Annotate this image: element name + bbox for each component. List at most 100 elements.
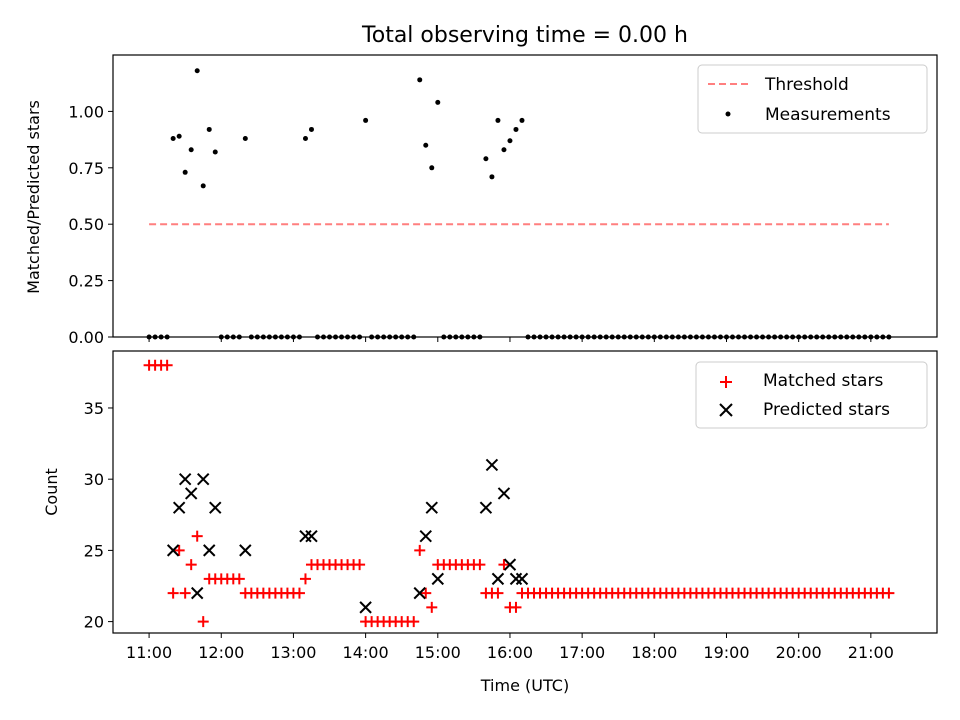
matched-star-point bbox=[161, 359, 173, 371]
bottom-x-tick-label: 14:00 bbox=[343, 643, 389, 662]
measurement-point bbox=[423, 142, 429, 148]
measurement-point bbox=[170, 135, 176, 141]
predicted-star-point bbox=[491, 572, 505, 586]
predicted-legend-label: Predicted stars bbox=[763, 400, 890, 420]
chart-title: Total observing time = 0.00 h bbox=[361, 23, 688, 48]
matched-star-point bbox=[179, 587, 191, 599]
measurement-point bbox=[308, 126, 314, 132]
matched-star-point bbox=[426, 601, 438, 613]
predicted-legend-swatch bbox=[719, 403, 733, 417]
bottom-x-tick-label: 13:00 bbox=[270, 643, 316, 662]
measurement-point bbox=[206, 126, 212, 132]
top-legend-box bbox=[697, 64, 928, 134]
predicted-star-point bbox=[479, 501, 493, 514]
bottom-plot-frame bbox=[112, 350, 938, 634]
bottom-x-tick-label: 16:00 bbox=[487, 643, 533, 662]
matched-star-point bbox=[197, 616, 209, 628]
top-y-tick-label: 1.00 bbox=[68, 102, 104, 121]
top-panel: Total observing time = 0.00 h 0.000.250.… bbox=[24, 23, 938, 347]
measurement-point bbox=[417, 77, 423, 83]
matched-star-point bbox=[408, 616, 420, 628]
matched-star-point bbox=[299, 573, 311, 585]
bottom-x-tick-label: 15:00 bbox=[415, 643, 461, 662]
predicted-star-point bbox=[497, 487, 511, 500]
predicted-star-point bbox=[485, 458, 499, 472]
top-y-tick-label: 0.50 bbox=[68, 215, 104, 234]
measurements-legend-swatch bbox=[725, 111, 731, 117]
bottom-x-axis: 11:00 12:00 13:00 14:00 15:00 16:00 17:00 18:00… bbox=[126, 633, 894, 662]
predicted-star-point bbox=[503, 558, 517, 571]
bottom-y-axis-label: Count bbox=[42, 468, 61, 516]
bottom-y-tick-label: 30 bbox=[84, 470, 104, 489]
measurement-point bbox=[507, 138, 513, 144]
measurement-point bbox=[489, 174, 495, 180]
matched-legend-swatch bbox=[720, 376, 732, 388]
measurement-point bbox=[176, 133, 182, 139]
matched-star-point bbox=[191, 530, 203, 542]
matched-legend-label: Matched stars bbox=[763, 371, 883, 391]
predicted-star-point bbox=[515, 572, 529, 586]
bottom-x-tick-label: 21:00 bbox=[848, 643, 894, 662]
bottom-y-tick-label: 35 bbox=[84, 399, 104, 418]
matched-star-point bbox=[492, 587, 504, 599]
predicted-star-point bbox=[419, 529, 432, 543]
measurement-point bbox=[483, 156, 489, 162]
predicted-star-point bbox=[166, 544, 180, 557]
top-legend: Threshold Measurements bbox=[697, 64, 928, 134]
predicted-star-point bbox=[172, 501, 186, 514]
measurement-point bbox=[242, 135, 248, 141]
threshold-legend-label: Threshold bbox=[764, 75, 849, 95]
measurement-point bbox=[519, 117, 525, 123]
matched-star-point bbox=[498, 559, 510, 571]
bottom-x-tick-label: 18:00 bbox=[631, 643, 677, 662]
bottom-x-tick-label: 17:00 bbox=[559, 643, 605, 662]
top-y-axis: 0.00 0.25 0.50 0.75 1.00 bbox=[68, 102, 113, 347]
bottom-y-axis: 20 25 30 35 bbox=[84, 399, 113, 632]
matched-star-point bbox=[510, 601, 522, 613]
bottom-y-tick-label: 25 bbox=[84, 541, 104, 560]
measurement-point bbox=[501, 147, 507, 153]
matched-star-point bbox=[474, 559, 486, 571]
matched-star-point bbox=[883, 587, 895, 599]
top-y-axis-label: Matched/Predicted stars bbox=[24, 100, 43, 294]
predicted-star-point bbox=[431, 572, 444, 586]
bottom-legend-box bbox=[695, 361, 928, 429]
measurement-point bbox=[194, 68, 200, 74]
top-y-tick-label: 0.00 bbox=[68, 328, 104, 347]
bottom-y-tick-label: 20 bbox=[84, 613, 104, 632]
predicted-star-point bbox=[305, 529, 318, 543]
predicted-star-point bbox=[203, 544, 216, 557]
top-plot-frame bbox=[112, 54, 938, 338]
measurement-point bbox=[212, 149, 218, 155]
measurement-point bbox=[429, 165, 435, 171]
matched-star-point bbox=[173, 544, 185, 556]
bottom-x-tick-label: 20:00 bbox=[776, 643, 822, 662]
predicted-star-point bbox=[178, 472, 192, 486]
predicted-star-point bbox=[209, 501, 222, 514]
predicted-star-point bbox=[239, 544, 252, 557]
matched-star-point bbox=[167, 587, 179, 599]
bottom-x-tick-label: 12:00 bbox=[198, 643, 244, 662]
top-y-tick-label: 0.25 bbox=[68, 272, 104, 291]
x-axis-label: Time (UTC) bbox=[480, 676, 569, 695]
predicted-star-point bbox=[425, 501, 438, 514]
matched-star-point bbox=[414, 544, 426, 556]
measurement-point bbox=[363, 117, 369, 123]
predicted-star-point bbox=[197, 472, 210, 486]
measurement-point bbox=[188, 147, 194, 153]
measurement-point bbox=[200, 183, 206, 189]
matched-star-point bbox=[293, 587, 305, 599]
measurement-point bbox=[182, 169, 188, 175]
measurement-point bbox=[513, 126, 519, 132]
measurement-point bbox=[495, 117, 501, 123]
top-y-tick-label: 0.75 bbox=[68, 159, 104, 178]
measurements-legend-label: Measurements bbox=[765, 105, 891, 125]
bottom-x-tick-label: 19:00 bbox=[703, 643, 749, 662]
bottom-plot-marks bbox=[143, 359, 895, 628]
matched-star-point bbox=[185, 559, 197, 571]
measurement-point bbox=[302, 135, 308, 141]
predicted-star-point bbox=[359, 601, 372, 614]
matched-star-point bbox=[354, 559, 366, 571]
